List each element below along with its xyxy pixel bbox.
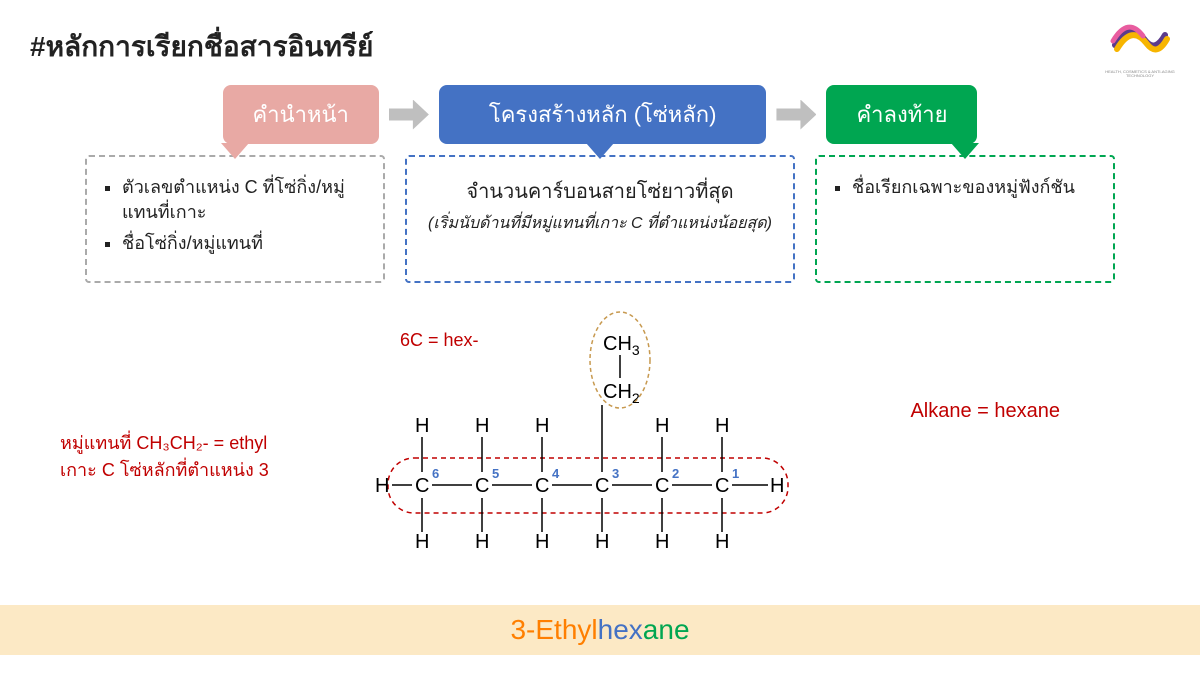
suffix-pill: คำลงท้าย bbox=[826, 85, 977, 144]
svg-text:C: C bbox=[595, 475, 609, 497]
molecule-diagram: H C 6 H H C 5 H H C 4 H H C 3 H bbox=[370, 310, 830, 590]
substituent-note: หมู่แทนที่ CH₃CH₂- = ethyl เกาะ C โซ่หลั… bbox=[60, 430, 269, 484]
answer-main: hex bbox=[598, 614, 643, 646]
prefix-item: ชื่อโซ่กิ่ง/หมู่แทนที่ bbox=[122, 231, 368, 256]
svg-text:H: H bbox=[415, 415, 429, 437]
arrow-icon bbox=[389, 100, 429, 130]
svg-text:C: C bbox=[715, 475, 729, 497]
svg-text:H: H bbox=[595, 531, 609, 553]
page-title: #หลักการเรียกชื่อสารอินทรีย์ bbox=[30, 25, 373, 69]
svg-text:6: 6 bbox=[432, 466, 439, 481]
main-detail: จำนวนคาร์บอนสายโซ่ยาวที่สุด (เริ่มนับด้า… bbox=[405, 155, 795, 283]
brand-logo: HEALTH, COSMETICS & ANTI-AGING TECHNOLOG… bbox=[1105, 15, 1175, 65]
svg-text:1: 1 bbox=[732, 466, 739, 481]
svg-text:H: H bbox=[655, 531, 669, 553]
svg-text:5: 5 bbox=[492, 466, 499, 481]
note-line: หมู่แทนที่ CH₃CH₂- = ethyl bbox=[60, 433, 267, 453]
prefix-detail: ตัวเลขตำแหน่ง C ที่โซ่กิ่ง/หมู่แทนที่เกา… bbox=[85, 155, 385, 283]
flow-row: คำนำหน้า โครงสร้างหลัก (โซ่หลัก) คำลงท้า… bbox=[0, 85, 1200, 144]
svg-text:C: C bbox=[535, 475, 549, 497]
answer-suffix: ane bbox=[643, 614, 690, 646]
svg-text:4: 4 bbox=[552, 466, 560, 481]
svg-text:C: C bbox=[415, 475, 429, 497]
svg-text:H: H bbox=[770, 475, 784, 497]
arrow-icon bbox=[776, 100, 816, 130]
prefix-pill: คำนำหน้า bbox=[223, 85, 379, 144]
main-pill: โครงสร้างหลัก (โซ่หลัก) bbox=[439, 85, 767, 144]
logo-caption: HEALTH, COSMETICS & ANTI-AGING TECHNOLOG… bbox=[1105, 70, 1175, 78]
svg-text:H: H bbox=[475, 531, 489, 553]
answer-bar: 3-Ethylhexane bbox=[0, 605, 1200, 655]
svg-text:H: H bbox=[375, 475, 389, 497]
answer-prefix: 3-Ethyl bbox=[510, 614, 597, 646]
class-note: Alkane = hexane bbox=[910, 400, 1060, 423]
triangle-down-icon bbox=[221, 143, 249, 159]
note-line: เกาะ C โซ่หลักที่ตำแหน่ง 3 bbox=[60, 460, 269, 480]
svg-text:H: H bbox=[715, 415, 729, 437]
backbone: H C 6 H H C 5 H H C 4 H H C 3 H bbox=[375, 405, 784, 553]
triangle-down-icon bbox=[951, 143, 979, 159]
prefix-item: ตัวเลขตำแหน่ง C ที่โซ่กิ่ง/หมู่แทนที่เกา… bbox=[122, 175, 368, 225]
detail-row: ตัวเลขตำแหน่ง C ที่โซ่กิ่ง/หมู่แทนที่เกา… bbox=[0, 155, 1200, 283]
svg-text:H: H bbox=[715, 531, 729, 553]
svg-text:CH3: CH3 bbox=[603, 333, 640, 358]
main-detail-line1: จำนวนคาร์บอนสายโซ่ยาวที่สุด bbox=[422, 175, 778, 207]
svg-text:2: 2 bbox=[672, 466, 679, 481]
ethyl-substituent: CH2 CH3 bbox=[603, 333, 640, 406]
suffix-detail: ชื่อเรียกเฉพาะของหมู่ฟังก์ชัน bbox=[815, 155, 1115, 283]
molecule-area: 6C = hex- หมู่แทนที่ CH₃CH₂- = ethyl เกา… bbox=[0, 310, 1200, 590]
svg-text:3: 3 bbox=[612, 466, 619, 481]
svg-text:H: H bbox=[475, 415, 489, 437]
svg-text:C: C bbox=[475, 475, 489, 497]
svg-text:C: C bbox=[655, 475, 669, 497]
svg-text:H: H bbox=[535, 531, 549, 553]
svg-text:CH2: CH2 bbox=[603, 381, 640, 406]
svg-text:H: H bbox=[535, 415, 549, 437]
triangle-down-icon bbox=[586, 143, 614, 159]
suffix-item: ชื่อเรียกเฉพาะของหมู่ฟังก์ชัน bbox=[852, 175, 1098, 200]
main-detail-line2: (เริ่มนับด้านที่มีหมู่แทนที่เกาะ C ที่ตำ… bbox=[422, 211, 778, 236]
svg-text:H: H bbox=[655, 415, 669, 437]
svg-text:H: H bbox=[415, 531, 429, 553]
